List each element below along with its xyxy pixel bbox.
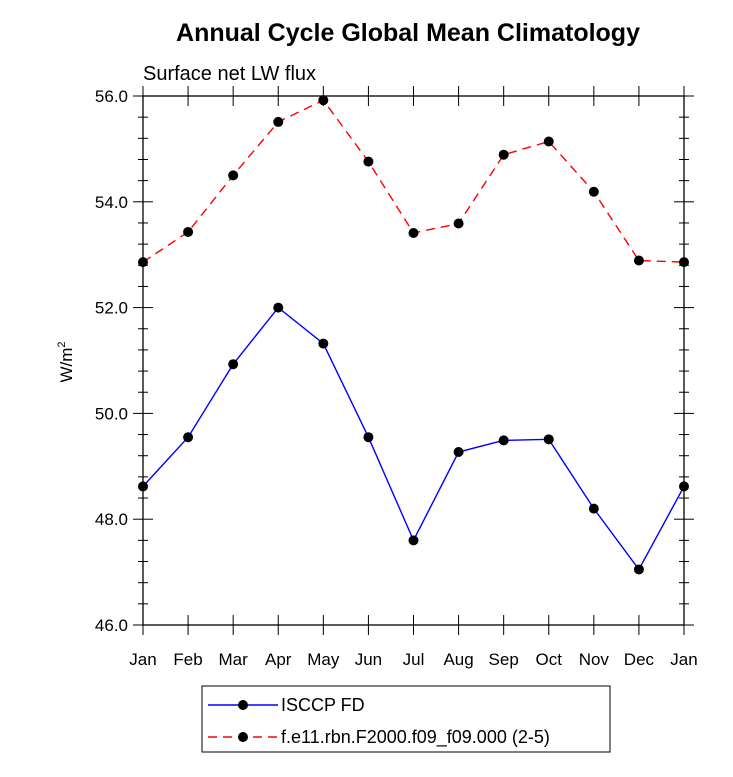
data-point xyxy=(183,432,194,443)
data-point xyxy=(138,257,148,268)
data-point xyxy=(633,564,644,575)
y-tick-label: 54.0 xyxy=(95,193,128,212)
x-tick-label: Jul xyxy=(403,650,425,669)
data-point xyxy=(363,156,374,167)
y-tick-label: 48.0 xyxy=(95,510,128,529)
data-point xyxy=(588,186,599,197)
series-2 xyxy=(138,95,689,268)
data-point xyxy=(228,359,239,370)
data-point xyxy=(228,170,239,181)
data-point xyxy=(183,226,194,237)
y-axis-label-text: W/m xyxy=(57,348,76,383)
y-tick-label: 50.0 xyxy=(95,404,128,423)
x-tick-label: Jan xyxy=(129,650,156,669)
data-point xyxy=(273,302,284,313)
plot-frame xyxy=(142,95,685,626)
x-tick-label: May xyxy=(307,650,340,669)
data-point xyxy=(453,447,464,458)
x-tick-label: Jun xyxy=(355,650,382,669)
data-point xyxy=(633,255,644,266)
data-point xyxy=(138,481,148,492)
x-axis-tick-labels: Jan Feb Mar Apr May Jun Jul Aug Sep Oct Nov Dec Jan xyxy=(129,650,697,669)
x-tick-label: Jan xyxy=(670,650,697,669)
x-tick-label: Sep xyxy=(489,650,519,669)
x-tick-label: Aug xyxy=(443,650,473,669)
data-point xyxy=(453,218,464,229)
y-tick-label: 56.0 xyxy=(95,87,128,106)
x-tick-label: Nov xyxy=(579,650,610,669)
legend-marker xyxy=(238,700,248,710)
series-line xyxy=(142,306,685,571)
series-layer xyxy=(138,95,689,575)
legend-label: f.e11.rbn.F2000.f09_f09.000 (2-5) xyxy=(281,727,550,748)
legend-label: ISCCP FD xyxy=(281,695,365,715)
legend-box xyxy=(201,685,611,753)
y-axis-label-superscript: 2 xyxy=(56,341,68,347)
data-point xyxy=(318,95,329,106)
series-1 xyxy=(138,302,689,575)
x-tick-label: Mar xyxy=(219,650,249,669)
legend: ISCCP FD f.e11.rbn.F2000.f09_f09.000 (2-5… xyxy=(201,685,611,753)
data-point xyxy=(363,432,374,443)
data-point xyxy=(588,503,599,514)
y-axis-label: W/m2 xyxy=(56,341,76,382)
y-tick-label: 52.0 xyxy=(95,299,128,318)
x-tick-label: Feb xyxy=(173,650,202,669)
data-point xyxy=(498,149,509,160)
x-tick-label: Dec xyxy=(624,650,655,669)
data-point xyxy=(273,116,284,127)
chart-subtitle: Surface net LW flux xyxy=(143,63,316,85)
chart-title: Annual Cycle Global Mean Climatology xyxy=(176,19,640,47)
x-axis-ticks xyxy=(142,86,685,635)
data-point xyxy=(318,338,329,349)
data-point xyxy=(543,136,554,147)
data-point xyxy=(408,535,419,546)
data-point xyxy=(543,434,554,445)
y-axis-tick-labels: 46.0 48.0 50.0 52.0 54.0 56.0 xyxy=(95,87,128,635)
data-point xyxy=(498,435,509,446)
y-axis-ticks xyxy=(133,95,694,626)
data-point xyxy=(408,228,419,239)
x-tick-label: Apr xyxy=(265,650,292,669)
x-tick-label: Oct xyxy=(536,650,563,669)
data-point xyxy=(679,481,689,492)
legend-marker xyxy=(238,732,248,742)
data-point xyxy=(679,257,689,268)
y-tick-label: 46.0 xyxy=(95,616,128,635)
